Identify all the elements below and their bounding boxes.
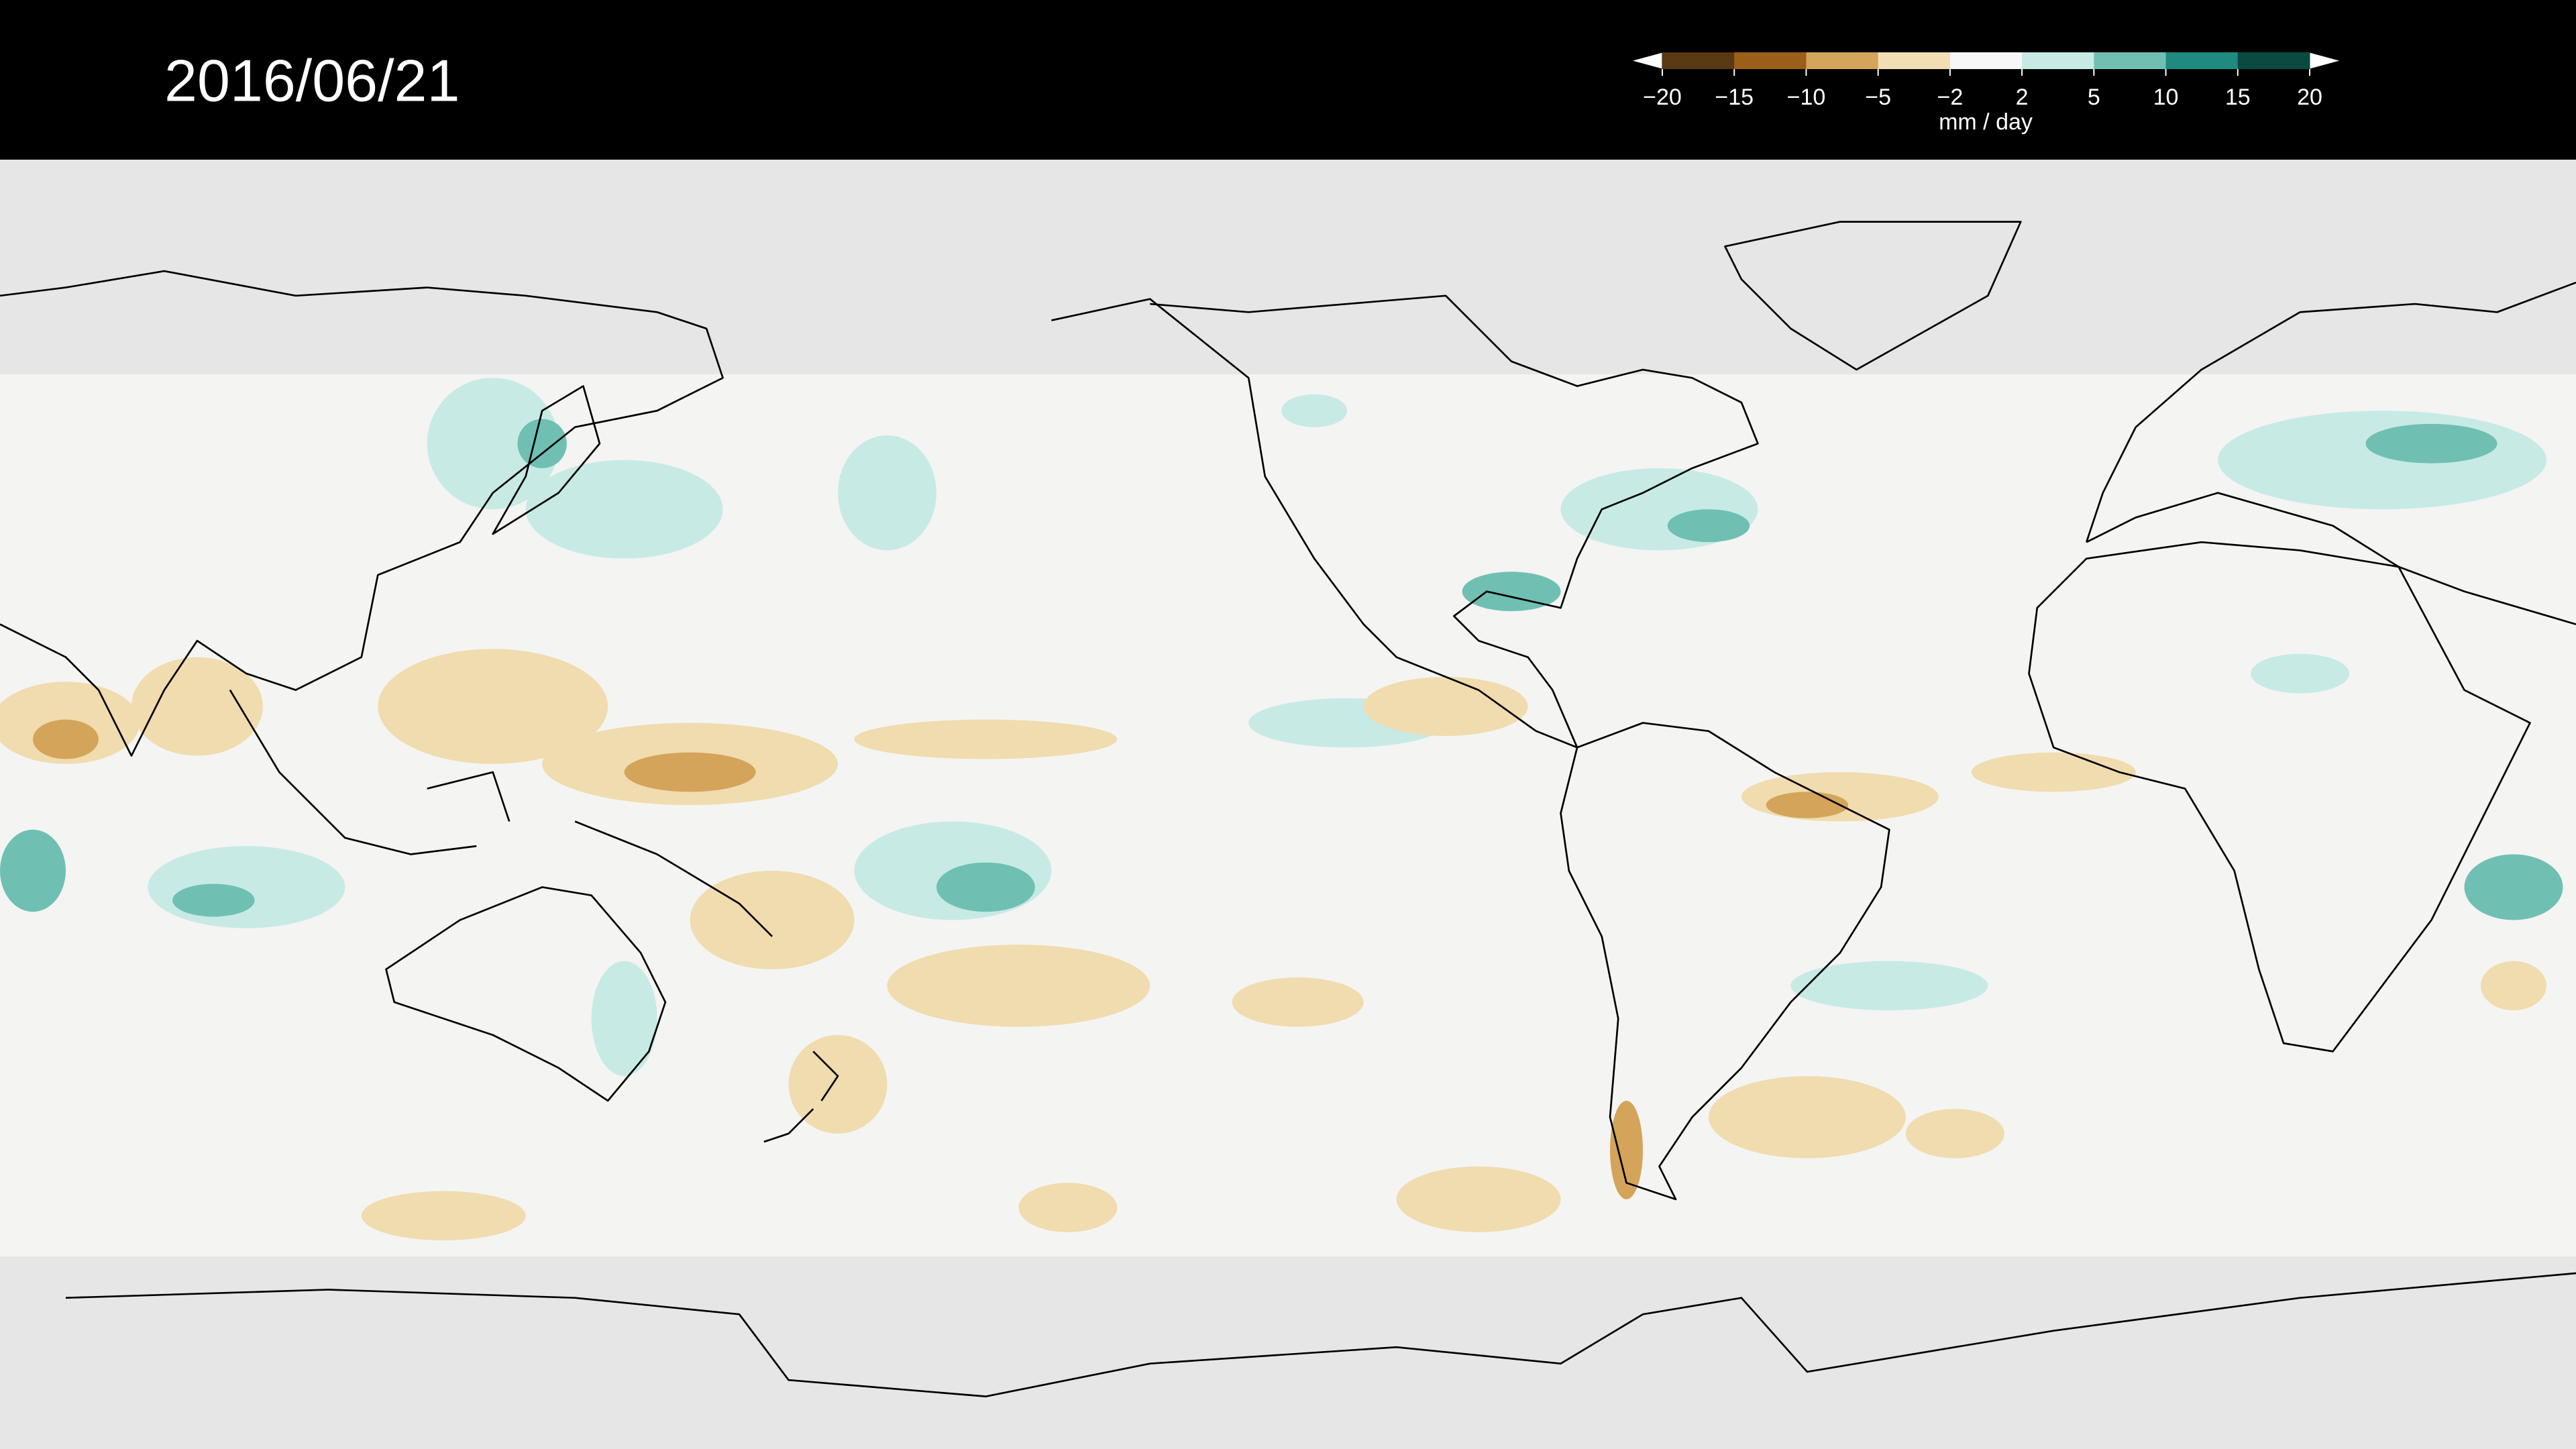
precip-anomaly-area	[690, 870, 855, 969]
precip-anomaly-area	[0, 829, 66, 912]
colorbar-tick-label: −5	[1865, 85, 1891, 110]
precip-anomaly-area	[2464, 854, 2563, 920]
precip-anomaly-area	[1363, 676, 1528, 737]
coast-eurasia-east	[2085, 281, 2576, 625]
date-title: 2016/06/21	[164, 47, 460, 113]
precip-anomaly-area	[1610, 1100, 1643, 1199]
coast-south-america	[1560, 722, 1890, 1201]
south-polar-mask	[0, 1256, 2576, 1449]
colorbar-tick-label: 20	[2297, 85, 2322, 110]
colorbar-tick-label: −10	[1787, 85, 1826, 110]
colorbar-segment	[1806, 52, 1879, 69]
precip-anomaly-area	[624, 752, 756, 792]
precip-anomaly-area	[1462, 572, 1561, 612]
precip-anomaly-area	[1790, 961, 1988, 1011]
precip-anomaly-area	[1905, 1109, 2004, 1159]
coast-north-america	[1051, 294, 1759, 749]
precip-anomaly-area	[1667, 509, 1750, 543]
precipitation-field	[0, 378, 2563, 1240]
coast-indonesia	[229, 689, 773, 937]
precip-anomaly-area	[1741, 772, 1939, 822]
coast-australia	[385, 886, 667, 1102]
colorbar-tick-label: −2	[1937, 85, 1964, 110]
colorbar-segment	[2165, 52, 2239, 69]
header-bar	[0, 0, 2576, 160]
precip-anomaly-area	[517, 419, 567, 468]
precip-anomaly-area	[591, 961, 657, 1077]
coast-africa	[2028, 541, 2531, 1053]
colorbar-tick-label: 15	[2225, 85, 2251, 110]
colorbar-tick-label: −15	[1715, 85, 1754, 110]
precip-anomaly-area	[361, 1191, 526, 1240]
coast-greenland	[1724, 221, 2022, 371]
colorbar-segment	[2022, 52, 2094, 69]
precip-anomaly-area	[1708, 1076, 1906, 1159]
precip-anomaly-area	[837, 435, 936, 551]
colorbar-segment	[1949, 52, 2023, 69]
precip-anomaly-area	[1971, 752, 2136, 792]
precip-anomaly-area	[2251, 653, 2350, 694]
colorbar-segment	[1734, 52, 1807, 69]
colorbar-tick-label: −20	[1643, 85, 1682, 110]
colorbar-tick-label: 5	[2088, 85, 2100, 110]
north-polar-mask	[0, 160, 2576, 374]
precip-anomaly-area	[2480, 961, 2546, 1011]
precip-anomaly-area	[1396, 1166, 1561, 1232]
precip-anomaly-area	[936, 862, 1035, 912]
coast-new-zealand	[763, 1051, 839, 1143]
precip-anomaly-area	[1766, 792, 1849, 818]
precip-anomaly-area	[854, 719, 1118, 759]
colorbar-segment	[2237, 52, 2310, 69]
coast-japan	[492, 385, 601, 535]
precip-anomaly-area	[2365, 423, 2498, 464]
precip-anomaly-area	[887, 945, 1150, 1027]
precip-anomaly-area	[378, 649, 608, 764]
colorbar-segment	[1662, 52, 1735, 69]
colorbar-segment	[1878, 52, 1951, 69]
precip-anomaly-area	[1018, 1183, 1118, 1232]
colorbar-tick-label: 10	[2153, 85, 2179, 110]
coast-antarctica	[65, 1272, 2576, 1397]
precip-anomaly-area	[2218, 411, 2546, 510]
precip-anomaly-area	[1281, 394, 1348, 427]
precip-anomaly-area	[131, 657, 263, 756]
colorbar-unit: mm / day	[1939, 109, 2033, 135]
colorbar-segment	[2094, 52, 2167, 69]
precip-anomaly-area	[32, 719, 99, 759]
coastlines	[0, 221, 2576, 1397]
colorbar: mm / day −20 −15 −10 −5 −2 2 5 10 15 20	[1630, 52, 2342, 135]
colorbar-tick-label: 2	[2016, 85, 2029, 110]
coast-asia-west	[0, 270, 724, 757]
precip-anomaly-area	[148, 846, 345, 928]
precip-anomaly-area	[525, 460, 723, 559]
precip-anomaly-area	[172, 883, 255, 917]
precip-anomaly-area	[1232, 977, 1364, 1027]
